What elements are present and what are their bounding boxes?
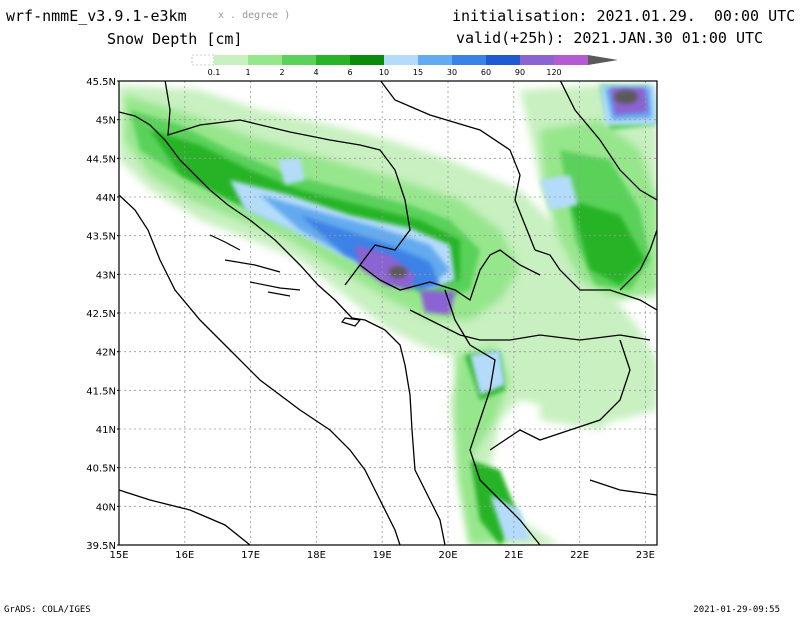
latitude-label: 43N: [96, 270, 116, 281]
color-legend: 0.1 1 2 4 6 10 15 30 60 90 120: [191, 54, 618, 77]
legend-swatch: [452, 55, 486, 65]
latitude-label: 39.5N: [86, 541, 116, 552]
latitude-label: 44.5N: [86, 154, 116, 165]
legend-swatch: [248, 55, 282, 65]
render-timestamp: 2021-01-29-09:55: [693, 605, 780, 615]
legend-level-label: 4: [313, 68, 318, 77]
lat-lon-grid: [119, 81, 657, 545]
latitude-label: 40.5N: [86, 464, 116, 475]
legend-level-label: 6: [347, 68, 352, 77]
longitude-label: 17E: [241, 550, 260, 561]
legend-level-label: 10: [379, 68, 389, 77]
model-subtitle: x . degree ): [218, 10, 291, 21]
longitude-label: 23E: [636, 550, 655, 561]
legend-swatch: [316, 55, 350, 65]
legend-swatch: [486, 55, 520, 65]
longitude-label: 20E: [438, 550, 457, 561]
legend-swatch: [520, 55, 554, 65]
snow-field: [119, 85, 657, 545]
legend-swatch: [588, 55, 618, 65]
latitude-label: 44N: [96, 193, 116, 204]
legend-swatch: [282, 55, 316, 65]
legend-swatch: [350, 55, 384, 65]
longitude-label: 19E: [373, 550, 392, 561]
longitude-label: 18E: [307, 550, 326, 561]
latitude-label: 41N: [96, 425, 116, 436]
snow-depth-map: 45.5N 45N 44.5N 44N 43.5N 43N 42.5N 42N 41.5N 41N…: [86, 77, 658, 561]
legend-level-label: 120: [546, 68, 561, 77]
variable-title: Snow Depth [cm]: [107, 30, 243, 48]
legend-swatch: [418, 55, 452, 65]
legend-level-label: 0.1: [208, 68, 221, 77]
latitude-label: 45.5N: [86, 77, 116, 88]
coastlines-borders: [119, 81, 657, 545]
longitude-label: 16E: [175, 550, 194, 561]
islands: [209, 234, 362, 327]
latitude-label: 40N: [96, 502, 116, 513]
legend-level-label: 30: [447, 68, 457, 77]
latitude-label: 42.5N: [86, 309, 116, 320]
latitude-label: 43.5N: [86, 232, 116, 243]
legend-level-label: 15: [413, 68, 423, 77]
latitude-label: 45N: [96, 116, 116, 127]
legend-level-label: 90: [515, 68, 525, 77]
legend-swatch: [214, 55, 248, 65]
legend-level-label: 60: [481, 68, 491, 77]
longitude-label: 22E: [570, 550, 589, 561]
model-title: wrf-nmmE_v3.9.1-e3km: [6, 7, 187, 25]
longitude-label: 21E: [504, 550, 523, 561]
grads-credit: GrADS: COLA/IGES: [4, 605, 91, 615]
initialisation-time: initialisation: 2021.01.29. 00:00 UTC: [452, 7, 796, 25]
legend-level-label: 2: [279, 68, 284, 77]
legend-swatch: [554, 55, 588, 65]
legend-level-label: 1: [245, 68, 250, 77]
longitude-label: 15E: [109, 550, 128, 561]
legend-swatch: [191, 54, 215, 66]
latitude-label: 42N: [96, 348, 116, 359]
valid-time: valid(+25h): 2021.JAN.30 01:00 UTC: [456, 29, 764, 47]
latitude-label: 41.5N: [86, 386, 116, 397]
longitude-labels: 15E 16E 17E 18E 19E 20E 21E 22E 23E: [109, 550, 654, 561]
latitude-labels: 45.5N 45N 44.5N 44N 43.5N 43N 42.5N 42N 41.5N 41N…: [86, 77, 119, 552]
legend-swatch: [384, 55, 418, 65]
